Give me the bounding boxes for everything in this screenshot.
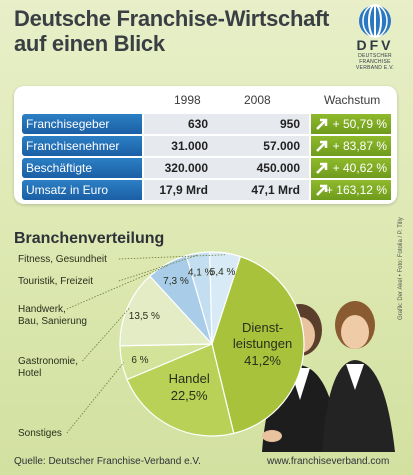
logo-line3: VERBAND E.V. (355, 65, 395, 71)
slice-value-label: 22,5% (171, 388, 208, 403)
value-2008: 47,1 Mrd (251, 183, 300, 197)
logo-line2: FRANCHISE (359, 59, 391, 65)
value-2008: 950 (279, 117, 300, 131)
up-arrow-icon (316, 118, 328, 130)
up-arrow-icon (316, 162, 328, 174)
statistics-table: 1998 2008 Wachstum Franchisegeber 630 95… (14, 86, 397, 204)
pie-slice-fitness-gesundheit (209, 251, 242, 345)
up-arrow-icon (316, 184, 328, 196)
pie-slice-handel (126, 343, 235, 437)
row-cells: 630 950 (144, 114, 309, 134)
row-cells: 31.000 57.000 (144, 136, 309, 156)
growth-value: + 83,87 % (332, 139, 387, 153)
slice-name-label: Gastronomie, Hotel (18, 356, 78, 379)
slice-name-label: Sonstiges (18, 428, 62, 439)
pie-leaders (66, 254, 225, 434)
row-label: Franchisegeber (22, 114, 142, 134)
page-title-line2: auf einen Blick (14, 31, 165, 56)
logo-acronym: DFV (356, 37, 394, 53)
photo-credit: Grafik: Der Akel • Foto: Fotolia / P. Ti… (398, 217, 404, 320)
dfv-logo: DFV DEUTSCHER FRANCHISE VERBAND E.V. (345, 4, 405, 78)
growth-cell: + 50,79 % (311, 114, 391, 134)
pie-labels: Dienst-leistungen 41,2% Handel 22,5% 6 % Sons… (18, 254, 292, 439)
leader-line (118, 254, 199, 282)
chart-title: Branchenverteilung (14, 230, 165, 247)
leader-line (66, 362, 125, 434)
value-1998: 320.000 (164, 161, 208, 175)
pie-slice-dienst-leistungen (211, 255, 305, 435)
slice-value-label: 4,1 % (188, 267, 214, 278)
globe-icon (359, 4, 391, 38)
photo-people (262, 301, 395, 452)
growth-value: + 40,62 % (332, 161, 387, 175)
pie-chart: Dienst-leistungen 41,2% Handel 22,5% 6 % Sons… (18, 251, 395, 452)
slice-value-label: 6 % (131, 355, 148, 366)
up-arrow-icon (316, 140, 328, 152)
table-row: Umsatz in Euro 17,9 Mrd 47,1 Mrd + 163,1… (22, 180, 392, 200)
slice-name-label: Fitness, Gesundheit (18, 254, 107, 265)
table-row: Franchisegeber 630 950 + 50,79 % (22, 114, 392, 134)
slice-name-label: Handel (169, 371, 210, 386)
slice-name-label: Touristik, Freizeit (18, 276, 93, 287)
slice-value-label: 13,5 % (129, 311, 160, 322)
header-2008: 2008 (244, 93, 271, 107)
row-label: Beschäftigte (22, 158, 142, 178)
header-1998: 1998 (174, 93, 201, 107)
page-title: Deutsche Franchise-Wirtschaft auf einen … (14, 6, 329, 56)
value-1998: 31.000 (171, 139, 208, 153)
slice-name-label: leistungen (233, 336, 292, 351)
slice-name-label: Handwerk, Bau, Sanierung (18, 304, 87, 327)
page-title-line1: Deutsche Franchise-Wirtschaft (14, 6, 330, 31)
growth-cell: + 83,87 % (311, 136, 391, 156)
value-2008: 450.000 (256, 161, 300, 175)
source-text: Quelle: Deutscher Franchise-Verband e.V. (14, 456, 201, 467)
value-2008: 57.000 (263, 139, 300, 153)
slice-value-label: 7,3 % (163, 276, 189, 287)
row-label: Umsatz in Euro (22, 180, 142, 200)
pie-slice-gastronomie-hotel (119, 275, 214, 347)
row-label: Franchisenehmer (22, 136, 142, 156)
value-1998: 630 (187, 117, 208, 131)
growth-cell: + 40,62 % (311, 158, 391, 178)
slice-value-label: 5,4 % (210, 267, 236, 278)
row-cells: 17,9 Mrd 47,1 Mrd (144, 180, 309, 200)
website-link[interactable]: www.franchiseverband.com (267, 456, 390, 467)
slice-name-label: Dienst- (242, 320, 283, 335)
pie-slices (119, 251, 305, 437)
slice-value-label: 41,2% (244, 353, 281, 368)
growth-value: + 163,12 % (325, 183, 387, 197)
growth-value: + 50,79 % (332, 117, 387, 131)
row-cells: 320.000 450.000 (144, 158, 309, 178)
leader-line (66, 265, 168, 310)
header-growth: Wachstum (324, 93, 381, 107)
logo-line1: DEUTSCHER (358, 53, 392, 59)
growth-cell: + 163,12 % (311, 180, 391, 200)
table-row: Beschäftigte 320.000 450.000 + 40,62 % (22, 158, 392, 178)
table-row: Franchisenehmer 31.000 57.000 + 83,87 % (22, 136, 392, 156)
value-1998: 17,9 Mrd (159, 183, 208, 197)
